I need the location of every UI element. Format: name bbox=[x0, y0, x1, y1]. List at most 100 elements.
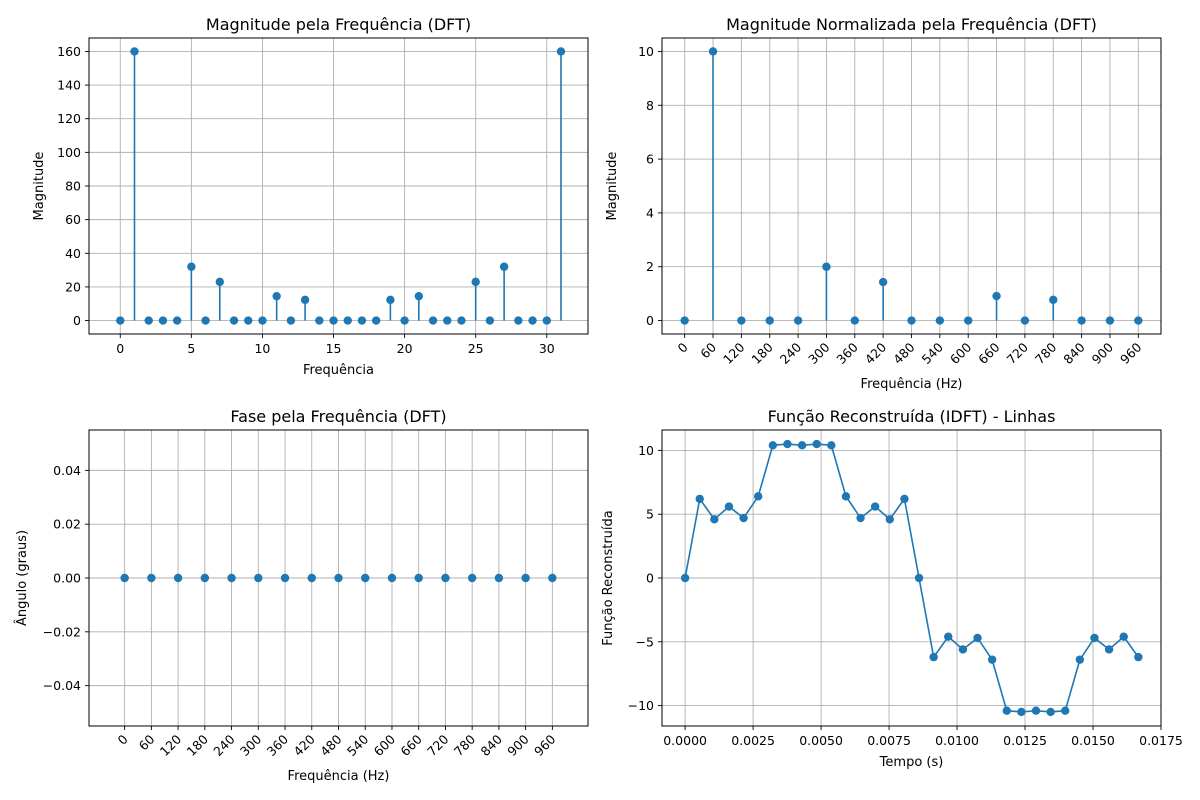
stem-marker bbox=[499, 262, 509, 271]
x-tick-label: 780 bbox=[451, 731, 479, 759]
stem-marker bbox=[485, 316, 495, 325]
x-tick-label: 10 bbox=[254, 341, 270, 356]
data-point bbox=[387, 573, 397, 583]
data-point bbox=[1061, 706, 1070, 715]
x-tick-label: 600 bbox=[371, 731, 399, 759]
data-point bbox=[680, 573, 690, 583]
x-tick-label: 420 bbox=[862, 339, 890, 367]
x-tick-label: 20 bbox=[397, 341, 413, 356]
data-point bbox=[783, 439, 792, 449]
plot-frame bbox=[88, 37, 589, 335]
y-tick-label: −10 bbox=[628, 698, 654, 713]
y-tick-label: 2 bbox=[646, 259, 654, 274]
stem-marker bbox=[258, 316, 267, 325]
y-tick-label: 100 bbox=[57, 145, 81, 160]
stem-marker bbox=[822, 262, 831, 271]
stem-marker bbox=[737, 316, 746, 325]
x-tick-label: 0 bbox=[115, 731, 131, 747]
x-tick-label: 120 bbox=[720, 339, 748, 367]
x-tick-label: 0.0125 bbox=[1003, 733, 1047, 748]
stem-marker bbox=[680, 316, 689, 325]
data-point bbox=[827, 441, 836, 450]
grid bbox=[662, 38, 1161, 334]
stem-marker bbox=[708, 47, 718, 56]
y-tick-label: 8 bbox=[646, 98, 654, 113]
chart-panel-4: 0.0000 0.0025 0.0050 0.0075 0.0100 0.0125 0.01… bbox=[601, 407, 1183, 770]
stem-marker bbox=[400, 316, 409, 325]
stem-marker bbox=[158, 316, 168, 325]
chart-title: Função Reconstruída (IDFT) - Linhas bbox=[768, 407, 1056, 426]
chart-panel-1: 0 5 10 15 20 25 30 0 20 40 60 80 100 120 140 160 Magnitu… bbox=[32, 15, 589, 378]
plot-frame bbox=[661, 429, 1162, 727]
series bbox=[680, 439, 1143, 717]
stem-marker bbox=[229, 316, 239, 325]
data-point bbox=[414, 573, 423, 583]
data-point bbox=[361, 573, 370, 583]
stem-marker bbox=[201, 316, 210, 325]
y-tick-label: 60 bbox=[65, 212, 81, 227]
y-tick-label: 10 bbox=[638, 443, 654, 458]
data-point bbox=[797, 441, 807, 450]
series bbox=[116, 47, 566, 325]
y-tick-label: −5 bbox=[636, 634, 654, 649]
data-point bbox=[812, 439, 821, 449]
stem-marker bbox=[1020, 316, 1030, 325]
x-tick-label: 480 bbox=[890, 339, 918, 367]
data-point bbox=[120, 573, 129, 583]
x-tick-label: 720 bbox=[424, 731, 452, 759]
y-axis-label: Função Reconstruída bbox=[601, 510, 616, 646]
chart-title: Fase pela Frequência (DFT) bbox=[230, 407, 446, 426]
y-tick-label: 0.00 bbox=[53, 571, 81, 586]
x-tick-label: 0.0050 bbox=[799, 733, 843, 748]
y-tick-label: 0.02 bbox=[53, 517, 81, 532]
x-axis-label: Frequência (Hz) bbox=[861, 377, 963, 392]
x-tick-label: 660 bbox=[397, 731, 425, 759]
stem-marker bbox=[793, 316, 803, 325]
stem-marker bbox=[514, 316, 523, 325]
y-tick-label: 120 bbox=[57, 111, 81, 126]
data-point bbox=[754, 492, 763, 501]
stem-marker bbox=[443, 316, 452, 325]
y-tick-label: 0 bbox=[646, 313, 654, 328]
stem-marker bbox=[371, 316, 381, 325]
y-tick-label: 4 bbox=[646, 205, 654, 220]
stem-marker bbox=[244, 316, 253, 325]
stem-marker bbox=[414, 291, 424, 301]
y-tick-label: 0 bbox=[646, 571, 654, 586]
stem-marker bbox=[357, 316, 367, 325]
stem-marker bbox=[992, 291, 1001, 301]
x-tick-label: 600 bbox=[947, 339, 975, 367]
data-point bbox=[147, 573, 156, 583]
data-point bbox=[1119, 632, 1128, 641]
stem-marker bbox=[1105, 316, 1115, 325]
x-tick-label: 240 bbox=[210, 731, 238, 759]
chart-title: Magnitude Normalizada pela Frequência (D… bbox=[726, 15, 1097, 34]
stem-marker bbox=[935, 316, 945, 325]
y-tick-label: 0.04 bbox=[53, 463, 81, 478]
series bbox=[680, 47, 1143, 325]
data-point bbox=[467, 573, 477, 583]
data-point bbox=[885, 515, 894, 524]
x-tick-label: 60 bbox=[697, 339, 719, 361]
x-axis-label: Tempo (s) bbox=[879, 755, 944, 770]
x-tick-label: 420 bbox=[290, 731, 318, 759]
plot-frame bbox=[661, 37, 1162, 335]
x-tick-label: 780 bbox=[1032, 339, 1060, 367]
data-point bbox=[958, 645, 968, 654]
data-point bbox=[914, 573, 924, 583]
data-point bbox=[856, 513, 865, 523]
x-tick-label: 60 bbox=[136, 731, 158, 753]
data-point bbox=[900, 494, 909, 504]
data-point bbox=[548, 573, 557, 583]
stem-marker bbox=[907, 316, 916, 325]
stem-marker bbox=[528, 316, 537, 325]
stem-marker bbox=[457, 316, 466, 325]
y-axis-label: Magnitude bbox=[32, 152, 47, 221]
y-tick-label: 40 bbox=[65, 246, 81, 261]
data-point bbox=[695, 494, 704, 504]
data-point bbox=[1090, 633, 1099, 643]
stem-marker bbox=[765, 316, 774, 325]
stem-marker bbox=[116, 316, 125, 325]
stem-marker bbox=[1049, 295, 1058, 305]
